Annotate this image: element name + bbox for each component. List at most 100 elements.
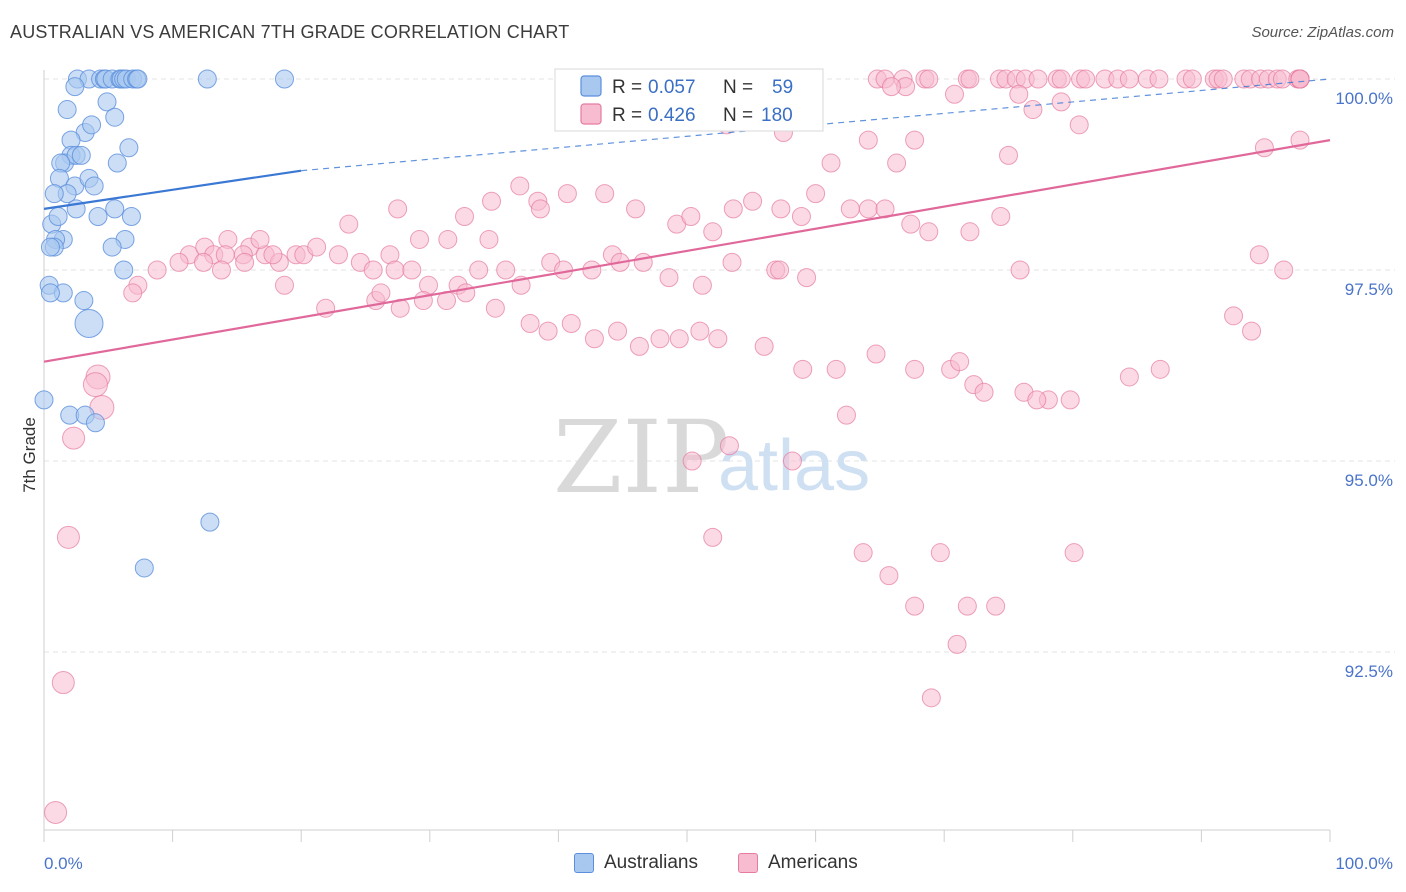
australian-point (114, 260, 134, 280)
american-point (147, 260, 167, 280)
american-point (1069, 115, 1089, 135)
american-point (363, 260, 383, 280)
legend-item-australians[interactable]: Australians (574, 852, 698, 874)
american-point (703, 222, 723, 242)
legend-label-australians: Australians (604, 852, 698, 873)
american-point (708, 329, 728, 349)
american-point (782, 451, 802, 471)
american-point (930, 543, 950, 563)
australians-trend-line (43, 169, 302, 210)
australian-point (97, 92, 117, 112)
american-point (743, 191, 763, 211)
american-point (371, 283, 391, 303)
y-axis-label: 7th Grade (20, 417, 39, 493)
watermark-zip: ZIP (553, 399, 729, 516)
australian-point (74, 291, 94, 311)
american-point (771, 199, 791, 219)
american-point (538, 321, 558, 341)
australian-point (107, 153, 127, 173)
american-point (905, 359, 925, 379)
american-point (821, 153, 841, 173)
australian-point (134, 558, 154, 578)
american-point (328, 245, 348, 265)
american-point (881, 77, 901, 97)
australians-swatch (574, 853, 594, 873)
american-point (561, 313, 581, 333)
american-point (250, 229, 270, 249)
american-point (858, 130, 878, 150)
american-point (584, 329, 604, 349)
australians-points (34, 69, 294, 578)
american-point (1076, 69, 1096, 89)
american-point (385, 260, 405, 280)
australian-point (44, 184, 64, 204)
watermark: ZIP atlas (553, 399, 870, 516)
american-point (530, 199, 550, 219)
american-point (44, 800, 68, 824)
american-point (482, 191, 502, 211)
legend-n-value-1: 59 (772, 77, 793, 98)
australian-point (84, 176, 104, 196)
american-point (692, 275, 712, 295)
american-point (169, 252, 189, 272)
australian-point (48, 207, 68, 227)
american-point (1213, 69, 1233, 89)
american-point (388, 199, 408, 219)
american-point (626, 199, 646, 219)
legend-r-label-2: R = (612, 105, 642, 126)
american-point (123, 283, 143, 303)
american-point (633, 252, 653, 272)
american-point (999, 145, 1018, 165)
american-point (339, 214, 359, 234)
australian-point (74, 308, 104, 338)
american-point (56, 525, 80, 549)
american-point (82, 372, 108, 398)
american-point (629, 336, 649, 356)
american-point (1290, 69, 1310, 89)
australian-point (105, 199, 125, 219)
american-point (1149, 69, 1169, 89)
australian-point (65, 77, 85, 97)
american-point (1274, 260, 1294, 280)
australian-point (85, 413, 105, 433)
australian-point (82, 115, 102, 135)
american-point (1010, 260, 1030, 280)
american-point (455, 207, 475, 227)
american-point (307, 237, 327, 257)
legend-n-value-2: 180 (761, 105, 793, 126)
american-point (950, 352, 970, 372)
american-point (1023, 100, 1043, 120)
american-point (1119, 69, 1139, 89)
american-point (703, 527, 723, 547)
australian-point (57, 100, 77, 120)
american-point (456, 283, 476, 303)
american-point (919, 222, 939, 242)
american-point (905, 130, 925, 150)
american-point (826, 359, 846, 379)
american-point (974, 382, 994, 402)
australian-point (88, 207, 108, 227)
americans-trend-line (43, 139, 1331, 363)
american-point (520, 313, 540, 333)
american-point (853, 543, 873, 563)
legend-r-label-1: R = (612, 77, 642, 98)
american-point (901, 214, 921, 234)
american-point (595, 184, 615, 204)
legend-r-value-1: 0.057 (648, 77, 696, 98)
american-point (806, 184, 826, 204)
american-point (1051, 69, 1071, 89)
y-tick-label-2: 97.5% (1345, 280, 1393, 299)
american-point (681, 207, 701, 227)
australian-point (102, 237, 122, 257)
legend-item-americans[interactable]: Americans (738, 852, 858, 874)
american-point (986, 596, 1006, 616)
american-point (944, 84, 964, 104)
american-point (1027, 390, 1047, 410)
australian-point (274, 69, 294, 89)
australian-point (200, 512, 220, 532)
american-point (51, 671, 75, 695)
american-point (650, 329, 670, 349)
american-point (211, 260, 231, 280)
y-tick-label-0: 92.5% (1345, 662, 1393, 681)
